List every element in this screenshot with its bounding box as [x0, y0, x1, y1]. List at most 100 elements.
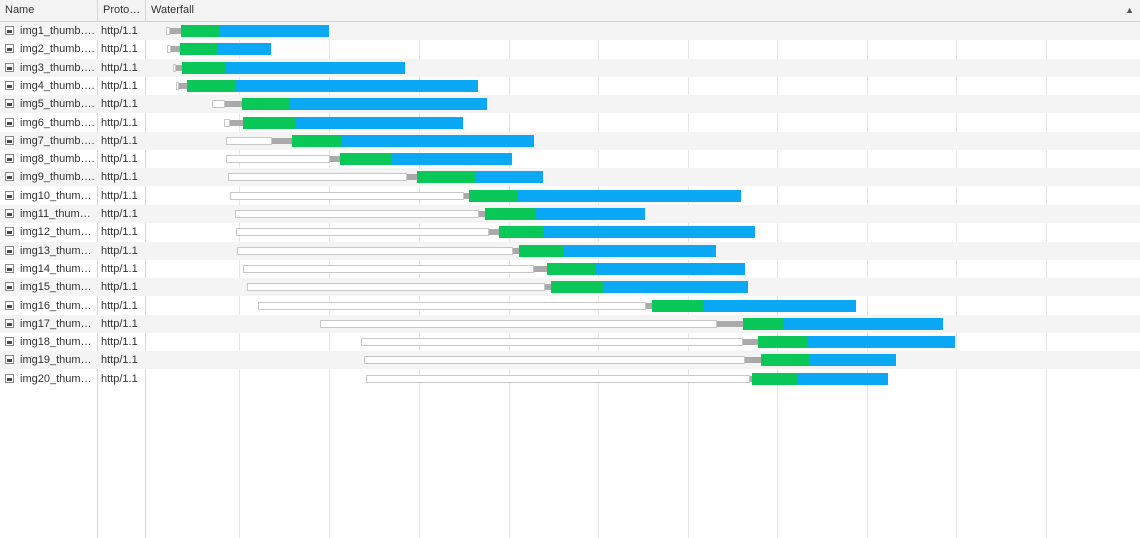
download-segment[interactable]	[235, 79, 478, 92]
table-row[interactable]: img6_thumb…. http/1.1	[0, 114, 1140, 132]
request-name-cell[interactable]: img19_thum…	[0, 351, 97, 369]
queued-segment[interactable]	[235, 210, 479, 218]
queued-segment[interactable]	[247, 283, 545, 292]
request-name-cell[interactable]: img2_thumb….	[0, 40, 97, 58]
queued-segment[interactable]	[243, 264, 534, 273]
request-name-cell[interactable]: img7_thumb….	[0, 132, 97, 150]
column-header-waterfall[interactable]: Waterfall ▲	[146, 0, 1140, 21]
queued-segment[interactable]	[230, 191, 464, 200]
request-name-cell[interactable]: img4_thumb….	[0, 77, 97, 95]
download-segment[interactable]	[564, 244, 716, 257]
request-name-cell[interactable]: img9_thumb….	[0, 168, 97, 186]
table-row[interactable]: img19_thum… http/1.1	[0, 351, 1140, 370]
download-segment[interactable]	[342, 134, 534, 147]
queued-segment[interactable]	[166, 27, 170, 35]
download-segment[interactable]	[544, 226, 755, 239]
ttfb-segment[interactable]	[652, 299, 704, 312]
queued-segment[interactable]	[258, 301, 646, 310]
ttfb-segment[interactable]	[417, 171, 475, 184]
ttfb-segment[interactable]	[752, 372, 797, 385]
column-divider[interactable]	[145, 0, 146, 538]
ttfb-segment[interactable]	[761, 354, 809, 367]
table-row[interactable]: img4_thumb…. http/1.1	[0, 77, 1140, 95]
queued-segment[interactable]	[237, 246, 513, 255]
column-header-protocol[interactable]: Proto…	[103, 4, 141, 16]
queued-segment[interactable]	[236, 228, 489, 237]
table-row[interactable]: img2_thumb…. http/1.1	[0, 40, 1140, 58]
sort-ascending-icon[interactable]: ▲	[1125, 5, 1134, 15]
ttfb-segment[interactable]	[519, 244, 564, 257]
request-name-cell[interactable]: img12_thum…	[0, 223, 97, 241]
queued-segment[interactable]	[226, 136, 272, 145]
request-name-cell[interactable]: img16_thum…	[0, 297, 97, 315]
table-row[interactable]: img13_thum… http/1.1	[0, 241, 1140, 260]
download-segment[interactable]	[783, 317, 943, 330]
ttfb-segment[interactable]	[180, 43, 217, 56]
blocked-segment[interactable]	[407, 174, 417, 181]
download-segment[interactable]	[295, 116, 463, 129]
queued-segment[interactable]	[226, 155, 330, 164]
table-row[interactable]: img1_thumb…. http/1.1	[0, 22, 1140, 40]
table-row[interactable]: img10_thum… http/1.1	[0, 187, 1140, 205]
ttfb-segment[interactable]	[181, 25, 219, 37]
ttfb-segment[interactable]	[499, 226, 544, 239]
download-segment[interactable]	[596, 262, 745, 275]
download-segment[interactable]	[809, 354, 896, 367]
queued-segment[interactable]	[228, 173, 407, 182]
ttfb-segment[interactable]	[242, 98, 290, 111]
queued-segment[interactable]	[176, 81, 179, 90]
queued-segment[interactable]	[364, 356, 745, 365]
request-name-cell[interactable]: img13_thum…	[0, 242, 97, 260]
blocked-segment[interactable]	[717, 320, 743, 327]
table-row[interactable]: img18_thum… http/1.1	[0, 333, 1140, 351]
download-segment[interactable]	[797, 372, 888, 385]
download-segment[interactable]	[290, 98, 487, 111]
ttfb-segment[interactable]	[292, 134, 342, 147]
ttfb-segment[interactable]	[243, 116, 295, 129]
table-row[interactable]: img9_thumb…. http/1.1	[0, 168, 1140, 187]
ttfb-segment[interactable]	[551, 281, 604, 294]
queued-segment[interactable]	[212, 100, 225, 109]
blocked-segment[interactable]	[743, 339, 758, 346]
table-row[interactable]: img20_thum… http/1.1	[0, 370, 1140, 388]
download-segment[interactable]	[704, 299, 856, 312]
download-segment[interactable]	[475, 171, 543, 184]
queued-segment[interactable]	[366, 374, 750, 383]
download-segment[interactable]	[217, 43, 271, 56]
queued-segment[interactable]	[173, 63, 176, 72]
request-name-cell[interactable]: img10_thum…	[0, 187, 97, 205]
download-segment[interactable]	[226, 61, 405, 74]
table-row[interactable]: img11_thum… http/1.1	[0, 205, 1140, 223]
request-name-cell[interactable]: img20_thum…	[0, 370, 97, 388]
table-row[interactable]: img14_thum… http/1.1	[0, 260, 1140, 278]
ttfb-segment[interactable]	[182, 61, 226, 74]
download-segment[interactable]	[808, 336, 955, 349]
column-divider[interactable]	[97, 0, 98, 538]
ttfb-segment[interactable]	[758, 336, 808, 349]
request-name-cell[interactable]: img6_thumb….	[0, 114, 97, 132]
request-name-cell[interactable]: img1_thumb….	[0, 22, 97, 40]
blocked-segment[interactable]	[171, 46, 180, 53]
ttfb-segment[interactable]	[485, 208, 535, 220]
column-header-name[interactable]: Name	[5, 4, 35, 16]
blocked-segment[interactable]	[489, 229, 499, 236]
blocked-segment[interactable]	[534, 265, 547, 272]
download-segment[interactable]	[392, 153, 512, 166]
table-row[interactable]: img8_thumb…. http/1.1	[0, 150, 1140, 168]
request-name-cell[interactable]: img3_thumb….	[0, 59, 97, 77]
table-row[interactable]: img5_thumb…. http/1.1	[0, 95, 1140, 114]
request-name-cell[interactable]: img5_thumb….	[0, 95, 97, 113]
queued-segment[interactable]	[320, 319, 717, 328]
blocked-segment[interactable]	[513, 247, 519, 254]
blocked-segment[interactable]	[225, 101, 242, 108]
request-name-cell[interactable]: img15_thum…	[0, 278, 97, 296]
ttfb-segment[interactable]	[187, 79, 235, 92]
table-row[interactable]: img3_thumb…. http/1.1	[0, 58, 1140, 77]
blocked-segment[interactable]	[750, 375, 752, 382]
queued-segment[interactable]	[224, 118, 230, 127]
blocked-segment[interactable]	[176, 64, 182, 71]
blocked-segment[interactable]	[745, 357, 761, 364]
ttfb-segment[interactable]	[547, 262, 596, 275]
request-name-cell[interactable]: img14_thum…	[0, 260, 97, 278]
blocked-segment[interactable]	[646, 302, 652, 309]
